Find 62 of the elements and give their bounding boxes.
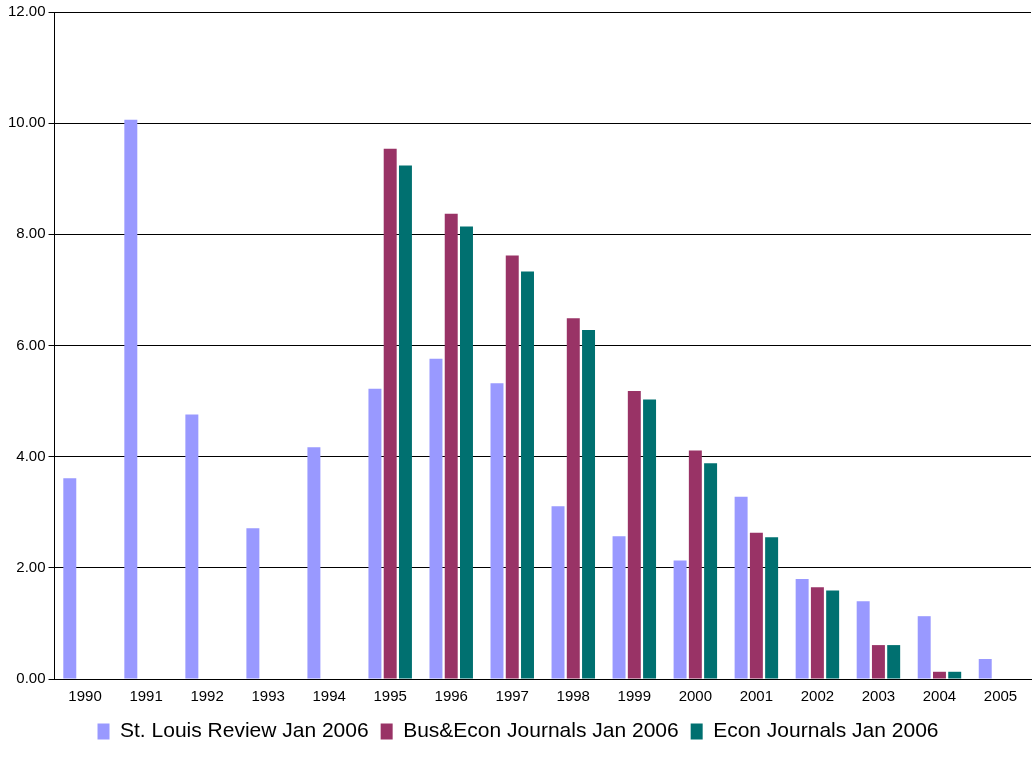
bar [460, 226, 473, 679]
bar [627, 391, 641, 679]
bar [948, 671, 962, 679]
y-tick-label: 12.00 [7, 2, 46, 20]
x-tick-label: 1998 [556, 687, 590, 705]
y-tick-label: 10.00 [7, 113, 46, 131]
bar [185, 414, 199, 679]
bar [704, 463, 718, 679]
x-tick-label: 2003 [861, 687, 896, 705]
bar [917, 616, 931, 679]
bar [505, 255, 519, 679]
x-tick-label: 1994 [312, 687, 346, 705]
x-tick-label: 2000 [678, 687, 713, 705]
bar [383, 148, 397, 679]
x-tick-label: 2002 [800, 687, 835, 705]
bar [582, 329, 596, 679]
bar [551, 506, 565, 679]
bar [521, 271, 534, 679]
bar [856, 601, 870, 679]
y-tick-label: 6.00 [16, 335, 46, 353]
bar [734, 496, 748, 679]
bar [429, 358, 443, 679]
bar [887, 645, 901, 679]
x-tick-label: 2005 [983, 687, 1018, 705]
x-tick-label: 2004 [922, 687, 957, 705]
bar [643, 399, 657, 679]
bar [749, 532, 763, 679]
x-tick-label: 1993 [251, 687, 285, 705]
bar [444, 213, 458, 679]
x-tick-label: 1996 [434, 687, 468, 705]
bar [307, 447, 321, 679]
bar [795, 578, 809, 679]
bar [124, 119, 138, 679]
bar [688, 450, 702, 679]
bar [673, 560, 687, 679]
x-tick-label: 2001 [739, 687, 774, 705]
bar [566, 318, 580, 679]
bar [871, 645, 885, 679]
bar [826, 590, 840, 679]
legend-label: Econ Journals Jan 2006 [713, 718, 939, 742]
bar [765, 537, 779, 679]
legend-label: Bus&Econ Journals Jan 2006 [403, 718, 679, 742]
bar [246, 528, 260, 679]
y-tick-label: 8.00 [16, 224, 46, 242]
bar [932, 671, 946, 679]
y-tick-label: 0.00 [16, 669, 46, 687]
x-tick-label: 1991 [129, 687, 163, 705]
y-tick-label: 2.00 [16, 557, 46, 575]
bar [612, 536, 626, 679]
x-tick-label: 1992 [190, 687, 224, 705]
bar [810, 587, 824, 679]
bar [63, 478, 77, 679]
bar [398, 165, 412, 679]
x-tick-label: 1997 [495, 687, 529, 705]
x-tick-label: 1999 [617, 687, 651, 705]
legend-label: St. Louis Review Jan 2006 [120, 718, 369, 742]
bar [490, 383, 504, 679]
bar [978, 658, 992, 679]
x-tick-label: 1995 [373, 687, 407, 705]
x-tick-label: 1990 [68, 687, 102, 705]
bar [368, 388, 382, 679]
y-tick-label: 4.00 [16, 446, 46, 464]
